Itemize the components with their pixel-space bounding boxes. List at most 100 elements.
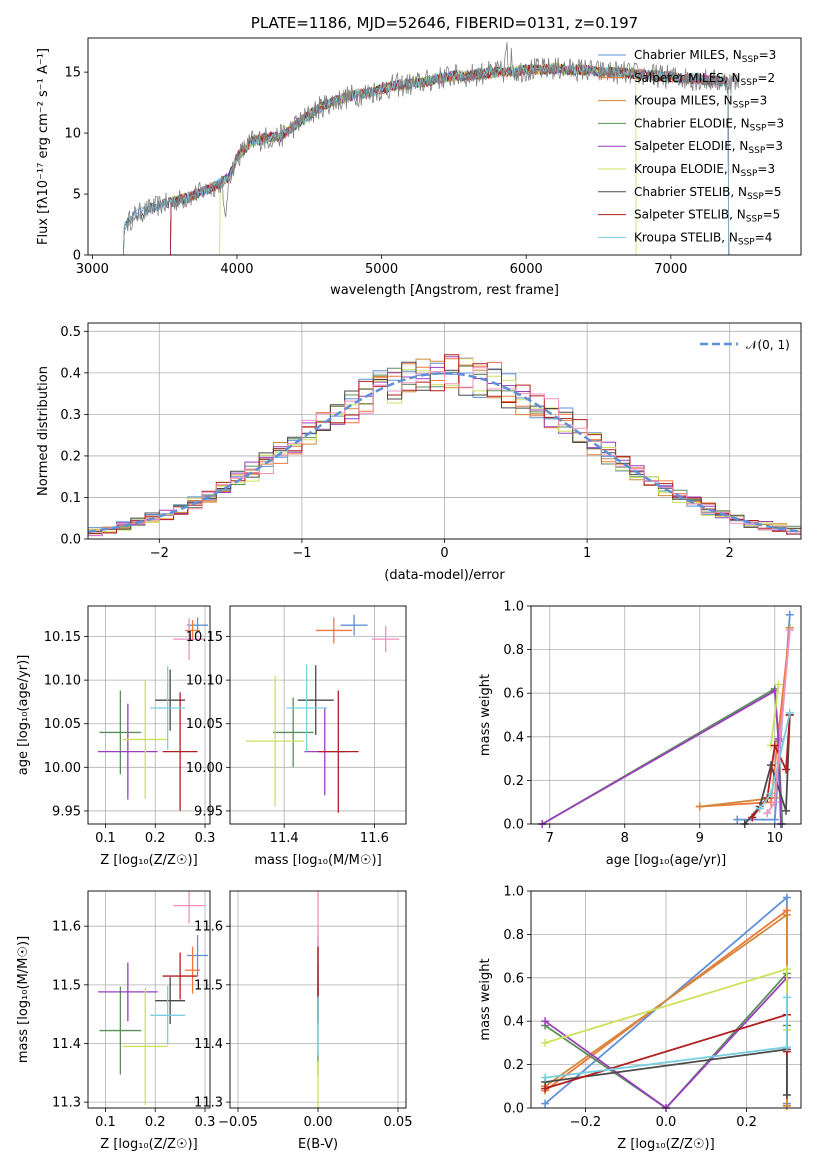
spectrum-ylabel: Flux [fλ10⁻¹⁷ erg cm⁻² s⁻¹ A⁻¹] [36,48,51,245]
weight-vs-z-plus-marker [782,965,791,974]
weight-vs-age-plus-marker [785,610,794,619]
model-spectrum-line [170,62,730,255]
weight-vs-z-xtick-label: 0.2 [736,1115,757,1130]
weight-vs-age-xlabel: age [log₁₀(age/yr)] [606,853,727,868]
weight-vs-z-xtick-label: −0.2 [570,1115,602,1130]
weight-vs-age-plus-marker [755,804,764,813]
age-vs-z-ytick-label: 9.95 [52,804,81,819]
weight-vs-age-xtick-label: 9 [696,831,704,846]
weight-vs-z-ytick-label: 0.6 [503,971,524,986]
mass-vs-ebv-xlabel: E(B-V) [298,1137,338,1152]
mass-vs-ebv-xtick-label: 0.05 [384,1115,413,1130]
spectrum-xtick-label: 5000 [365,262,398,277]
age-vs-z-xtick-label: 0.1 [95,831,116,846]
age-vs-z-xlabel: Z [log₁₀(Z/Z☉)] [100,853,197,868]
model-spectrum-line [170,63,730,255]
spectrum-xtick-label: 3000 [76,262,109,277]
weight-vs-age-plus-marker [767,789,775,798]
spectrum-xtick-label: 4000 [220,262,253,277]
mass-vs-z-xtick-label: 0.1 [95,1115,116,1130]
age-vs-mass-xtick-label: 11.4 [270,831,299,846]
residual-ytick-label: 0.0 [60,533,81,548]
weight-vs-z-plus-marker [541,1038,550,1047]
age-vs-z-ytick-label: 10.00 [44,761,81,776]
weight-vs-age-ytick-label: 0.0 [503,818,524,833]
weight-vs-age-plus-marker [770,741,779,750]
weight-vs-z-plus-marker [541,1017,550,1026]
model-spectrum-line [123,63,730,255]
age-vs-z-axes [84,606,210,828]
weight-vs-age-plus-marker [770,815,779,824]
age-vs-z-xtick-label: 0.2 [145,831,166,846]
mass-vs-z-ytick-label: 11.6 [52,920,81,935]
legend-label: Salpeter STELIB, NSSP=5 [634,208,780,225]
mass-vs-ebv-axes [226,891,406,1112]
weight-vs-z-plus-marker [782,1043,791,1052]
age-vs-z-ytick-label: 10.15 [44,630,81,645]
weight-vs-z-plus-marker [541,1099,550,1108]
weight-vs-age-series-line [541,689,782,824]
residual-xtick-label: 2 [726,546,734,561]
weight-vs-z-frame [530,890,802,1109]
mass-vs-ebv-ytick-label: 11.4 [194,1037,223,1052]
spectrum-ytick-label: 15 [64,66,81,81]
weight-vs-z-plus-marker [541,1084,550,1093]
residual-ytick-label: 0.3 [60,408,81,423]
weight-vs-z-xtick-label: 0.0 [656,1115,677,1130]
residual-ytick-label: 0.4 [60,366,81,381]
weight-vs-age-plus-marker [782,765,790,774]
spectrum-xlabel: wavelength [Angstrom, rest frame] [330,283,559,298]
mass-vs-z-xtick-label: 0.3 [195,1115,216,1130]
weight-vs-z-plus-marker [782,1101,791,1110]
weight-vs-age-series-line [759,712,791,810]
residual-frame [87,322,802,540]
age-vs-mass-ytick-label: 10.00 [186,761,223,776]
residual-ytick-label: 0.2 [60,449,81,464]
weight-vs-z-plus-marker [782,893,791,902]
weight-vs-z-plus-marker [782,910,791,919]
weight-vs-age-axes [527,605,801,828]
mass-vs-z-frame [87,890,211,1109]
legend-gaussian-label: 𝒩(0, 1) [746,338,790,352]
age-vs-mass-ytick-label: 10.05 [186,717,223,732]
mass-vs-ebv-ytick-label: 11.6 [194,920,223,935]
weight-vs-z-ytick-label: 0.2 [503,1058,524,1073]
residual-ytick-label: 0.5 [60,325,81,340]
mass-vs-z-axes [84,891,210,1112]
age-vs-z-frame [87,605,211,825]
age-vs-mass-axes [226,606,406,828]
legend-label: Kroupa ELODIE, NSSP=3 [634,162,775,179]
weight-vs-z-xlabel: Z [log₁₀(Z/Z☉)] [617,1137,714,1152]
residual-xlabel: (data-model)/error [384,568,505,583]
chart-title: PLATE=1186, MJD=52646, FIBERID=0131, z=0… [251,14,638,32]
spectrum-ytick-label: 10 [64,127,81,142]
legend-label: Salpeter ELODIE, NSSP=3 [634,139,783,156]
age-vs-mass-frame [229,605,407,825]
legend-label: Chabrier ELODIE, NSSP=3 [634,116,784,133]
mass-vs-ebv-ytick-label: 11.5 [194,978,223,993]
age-vs-mass-xlabel: mass [log₁₀(M/M☉)] [254,853,381,868]
age-vs-mass-xtick-label: 11.6 [360,831,389,846]
weight-vs-age-ytick-label: 0.2 [503,774,524,789]
weight-vs-age-ytick-label: 0.6 [503,687,524,702]
spectrum-ytick-label: 5 [73,188,81,203]
weight-vs-z-plus-marker [541,1073,550,1082]
mass-vs-z-ytick-label: 11.5 [52,978,81,993]
residual-xtick-label: 0 [440,546,448,561]
residual-histogram-step [88,367,801,536]
spectrum-axes [84,71,672,259]
weight-vs-age-frame [530,605,802,825]
model-spectrum-line [219,62,637,255]
age-vs-mass-ytick-label: 9.95 [194,804,223,819]
weight-vs-z-ytick-label: 0.8 [503,928,524,943]
age-vs-mass-ytick-label: 10.10 [186,674,223,689]
mass-vs-z-ytick-label: 11.3 [52,1096,81,1111]
age-vs-mass-ytick-label: 10.15 [186,630,223,645]
legend-label: Salpeter MILES, NSSP=2 [634,71,775,88]
weight-vs-z-ytick-label: 0.0 [503,1102,524,1117]
weight-vs-age-xtick-label: 7 [546,831,554,846]
age-vs-z-ytick-label: 10.05 [44,717,81,732]
spectrum-xtick-label: 6000 [510,262,543,277]
weight-vs-z-ytick-label: 0.4 [503,1015,524,1030]
weight-vs-age-plus-marker [774,680,783,689]
